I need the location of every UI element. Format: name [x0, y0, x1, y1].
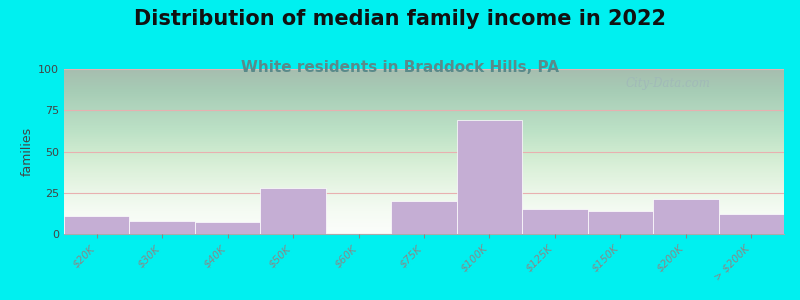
Text: White residents in Braddock Hills, PA: White residents in Braddock Hills, PA — [241, 60, 559, 75]
Bar — [195, 223, 260, 234]
Bar — [64, 216, 130, 234]
Y-axis label: families: families — [21, 127, 34, 176]
Bar — [588, 211, 653, 234]
Bar — [391, 201, 457, 234]
Bar — [522, 209, 588, 234]
Bar — [718, 214, 784, 234]
Bar — [653, 199, 718, 234]
Bar — [130, 221, 195, 234]
Bar — [260, 188, 326, 234]
Text: Distribution of median family income in 2022: Distribution of median family income in … — [134, 9, 666, 29]
Text: City-Data.com: City-Data.com — [626, 77, 710, 90]
Bar — [457, 120, 522, 234]
